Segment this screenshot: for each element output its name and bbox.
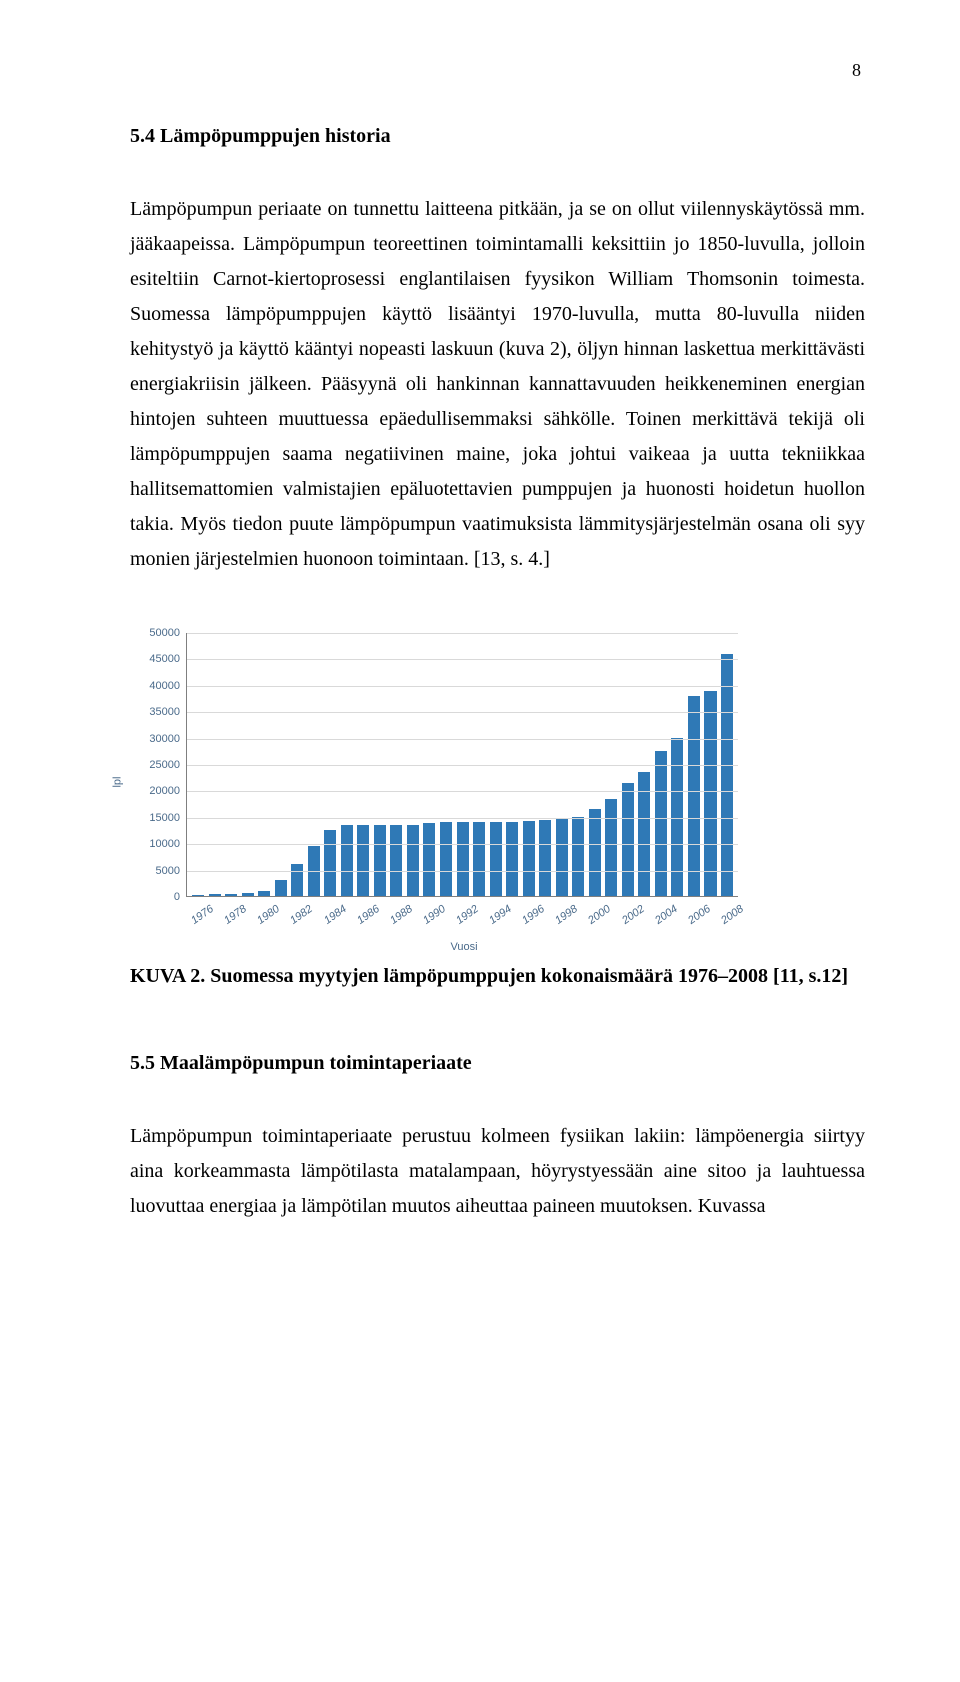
- bar: [275, 880, 287, 896]
- bar: [490, 822, 502, 896]
- bar: [721, 654, 733, 896]
- bar: [622, 783, 634, 896]
- y-tick-label: 10000: [136, 838, 180, 850]
- x-tick-label: 1978: [214, 903, 249, 932]
- plot-area: [186, 633, 738, 897]
- bar: [341, 825, 353, 896]
- gridline: [187, 659, 738, 660]
- gridline: [187, 818, 738, 819]
- x-tick-label: 2000: [579, 903, 614, 932]
- x-tick-label: 1996: [512, 903, 547, 932]
- y-axis-title: lpl: [112, 776, 124, 787]
- chart-plot: lpl 050001000015000200002500030000350004…: [130, 627, 750, 937]
- y-tick-label: 40000: [136, 680, 180, 692]
- bar: [407, 825, 419, 896]
- x-tick-label: 2006: [678, 903, 713, 932]
- bar: [324, 830, 336, 896]
- bar: [523, 821, 535, 896]
- bar: [209, 894, 221, 896]
- paragraph-1: Lämpöpumpun periaate on tunnettu laittee…: [130, 192, 865, 577]
- bar: [423, 823, 435, 896]
- gridline: [187, 765, 738, 766]
- bar: [457, 822, 469, 896]
- section-heading: 5.4 Lämpöpumppujen historia: [130, 125, 865, 148]
- bar: [390, 825, 402, 896]
- bar: [291, 864, 303, 896]
- bar: [506, 822, 518, 896]
- x-axis-title: Vuosi: [178, 941, 750, 953]
- page-number: 8: [130, 60, 865, 81]
- bar: [440, 822, 452, 896]
- y-tick-label: 0: [136, 891, 180, 903]
- x-tick-label: 1976: [181, 903, 216, 932]
- x-tick-label: 2004: [645, 903, 680, 932]
- bar: [688, 696, 700, 896]
- bar: [357, 825, 369, 896]
- bar: [374, 825, 386, 896]
- y-tick-label: 30000: [136, 733, 180, 745]
- gridline: [187, 712, 738, 713]
- bar: [473, 822, 485, 896]
- x-tick-label: 1982: [281, 903, 316, 932]
- bar: [192, 895, 204, 896]
- bar: [655, 751, 667, 896]
- gridline: [187, 633, 738, 634]
- bar: [556, 818, 568, 896]
- x-tick-label: 1986: [347, 903, 382, 932]
- bar: [589, 809, 601, 896]
- bar-chart: lpl 050001000015000200002500030000350004…: [130, 627, 750, 953]
- y-tick-label: 25000: [136, 759, 180, 771]
- bar: [539, 820, 551, 896]
- bar: [258, 891, 270, 896]
- x-tick-labels: 1976197819801982198419861988199019921994…: [186, 899, 738, 929]
- gridline: [187, 871, 738, 872]
- gridline: [187, 844, 738, 845]
- bar: [704, 691, 716, 896]
- gridline: [187, 686, 738, 687]
- gridline: [187, 791, 738, 792]
- y-tick-label: 45000: [136, 653, 180, 665]
- figure-caption: KUVA 2. Suomessa myytyjen lämpöpumppujen…: [130, 961, 865, 992]
- y-tick-label: 5000: [136, 865, 180, 877]
- y-tick-label: 20000: [136, 785, 180, 797]
- x-tick-label: 1992: [446, 903, 481, 932]
- x-tick-label: 1998: [546, 903, 581, 932]
- sub-section-heading: 5.5 Maalämpöpumpun toimintaperiaate: [130, 1052, 865, 1075]
- x-tick-label: 1980: [247, 903, 282, 932]
- x-tick-label: 1990: [413, 903, 448, 932]
- y-tick-label: 15000: [136, 812, 180, 824]
- paragraph-2: Lämpöpumpun toimintaperiaate perustuu ko…: [130, 1119, 865, 1224]
- x-tick-label: 2008: [711, 903, 746, 932]
- x-tick-label: 1988: [380, 903, 415, 932]
- x-tick-label: 1994: [479, 903, 514, 932]
- bar: [605, 799, 617, 896]
- x-tick-label: 2002: [612, 903, 647, 932]
- y-tick-label: 50000: [136, 627, 180, 639]
- gridline: [187, 739, 738, 740]
- bar: [225, 894, 237, 896]
- bar: [242, 893, 254, 896]
- bar: [572, 817, 584, 896]
- x-tick-label: 1984: [314, 903, 349, 932]
- y-tick-label: 35000: [136, 706, 180, 718]
